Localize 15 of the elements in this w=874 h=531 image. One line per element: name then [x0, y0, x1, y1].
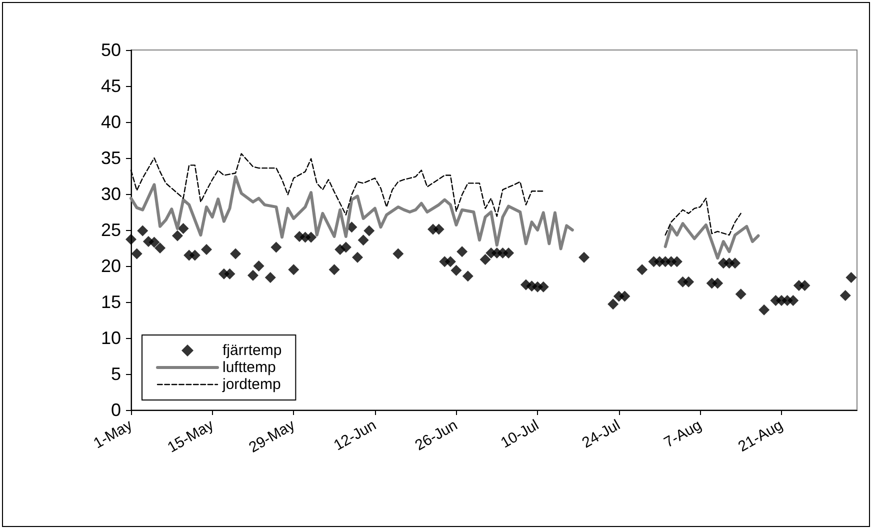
y-tick-label: 40 [100, 112, 121, 132]
y-tick-label: 45 [100, 76, 121, 96]
y-tick-label: 0 [110, 400, 121, 420]
legend-label: lufttemp [222, 359, 276, 376]
y-tick-label: 10 [100, 328, 121, 348]
y-tick-label: 15 [100, 292, 121, 312]
y-tick-label: 20 [100, 256, 121, 276]
y-tick-label: 30 [100, 184, 121, 204]
y-tick-label: 5 [110, 364, 121, 384]
legend-label: jordtemp [222, 376, 281, 393]
legend-label: fjärrtemp [222, 342, 282, 359]
y-tick-label: 25 [100, 220, 121, 240]
y-tick-label: 35 [100, 148, 121, 168]
x-tick-label: 7-Aug [661, 416, 704, 452]
y-tick-label: 50 [100, 40, 121, 60]
